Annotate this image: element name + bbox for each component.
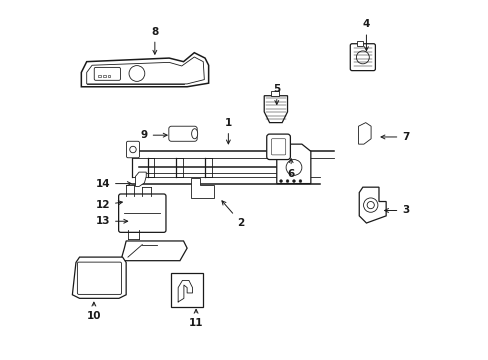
Polygon shape xyxy=(264,96,287,123)
Text: 3: 3 xyxy=(384,206,409,216)
FancyBboxPatch shape xyxy=(94,67,120,80)
Bar xyxy=(357,41,362,45)
Text: 2: 2 xyxy=(222,201,244,228)
Text: 14: 14 xyxy=(95,179,131,189)
Polygon shape xyxy=(358,123,370,144)
Polygon shape xyxy=(359,187,386,223)
Ellipse shape xyxy=(191,129,197,139)
FancyBboxPatch shape xyxy=(271,139,285,155)
Circle shape xyxy=(285,180,288,183)
Polygon shape xyxy=(135,172,146,186)
Bar xyxy=(171,273,203,307)
Polygon shape xyxy=(276,144,310,184)
Text: 12: 12 xyxy=(95,200,122,210)
Text: 5: 5 xyxy=(273,84,280,104)
Circle shape xyxy=(363,198,377,212)
Polygon shape xyxy=(72,257,126,298)
Circle shape xyxy=(356,51,368,64)
Polygon shape xyxy=(81,53,208,87)
Bar xyxy=(98,75,101,77)
Text: 6: 6 xyxy=(287,159,294,179)
Polygon shape xyxy=(121,241,187,261)
Circle shape xyxy=(298,180,301,183)
FancyBboxPatch shape xyxy=(119,194,165,232)
Bar xyxy=(102,75,105,77)
Text: 13: 13 xyxy=(95,216,127,226)
Bar xyxy=(107,75,110,77)
Text: 10: 10 xyxy=(86,302,101,321)
FancyBboxPatch shape xyxy=(349,44,375,71)
Circle shape xyxy=(129,146,136,153)
Text: 7: 7 xyxy=(380,132,409,142)
Circle shape xyxy=(366,202,373,209)
Circle shape xyxy=(292,180,295,183)
Text: 11: 11 xyxy=(188,309,203,328)
Text: 8: 8 xyxy=(151,27,158,54)
Circle shape xyxy=(129,66,144,81)
Polygon shape xyxy=(190,178,214,198)
Text: 4: 4 xyxy=(362,19,369,51)
FancyBboxPatch shape xyxy=(126,141,139,158)
Text: 1: 1 xyxy=(224,118,231,144)
Text: 9: 9 xyxy=(140,130,167,140)
FancyBboxPatch shape xyxy=(77,262,121,294)
Bar xyxy=(271,91,278,96)
FancyBboxPatch shape xyxy=(266,134,290,159)
Circle shape xyxy=(285,159,301,175)
Circle shape xyxy=(279,180,282,183)
FancyBboxPatch shape xyxy=(168,126,197,141)
